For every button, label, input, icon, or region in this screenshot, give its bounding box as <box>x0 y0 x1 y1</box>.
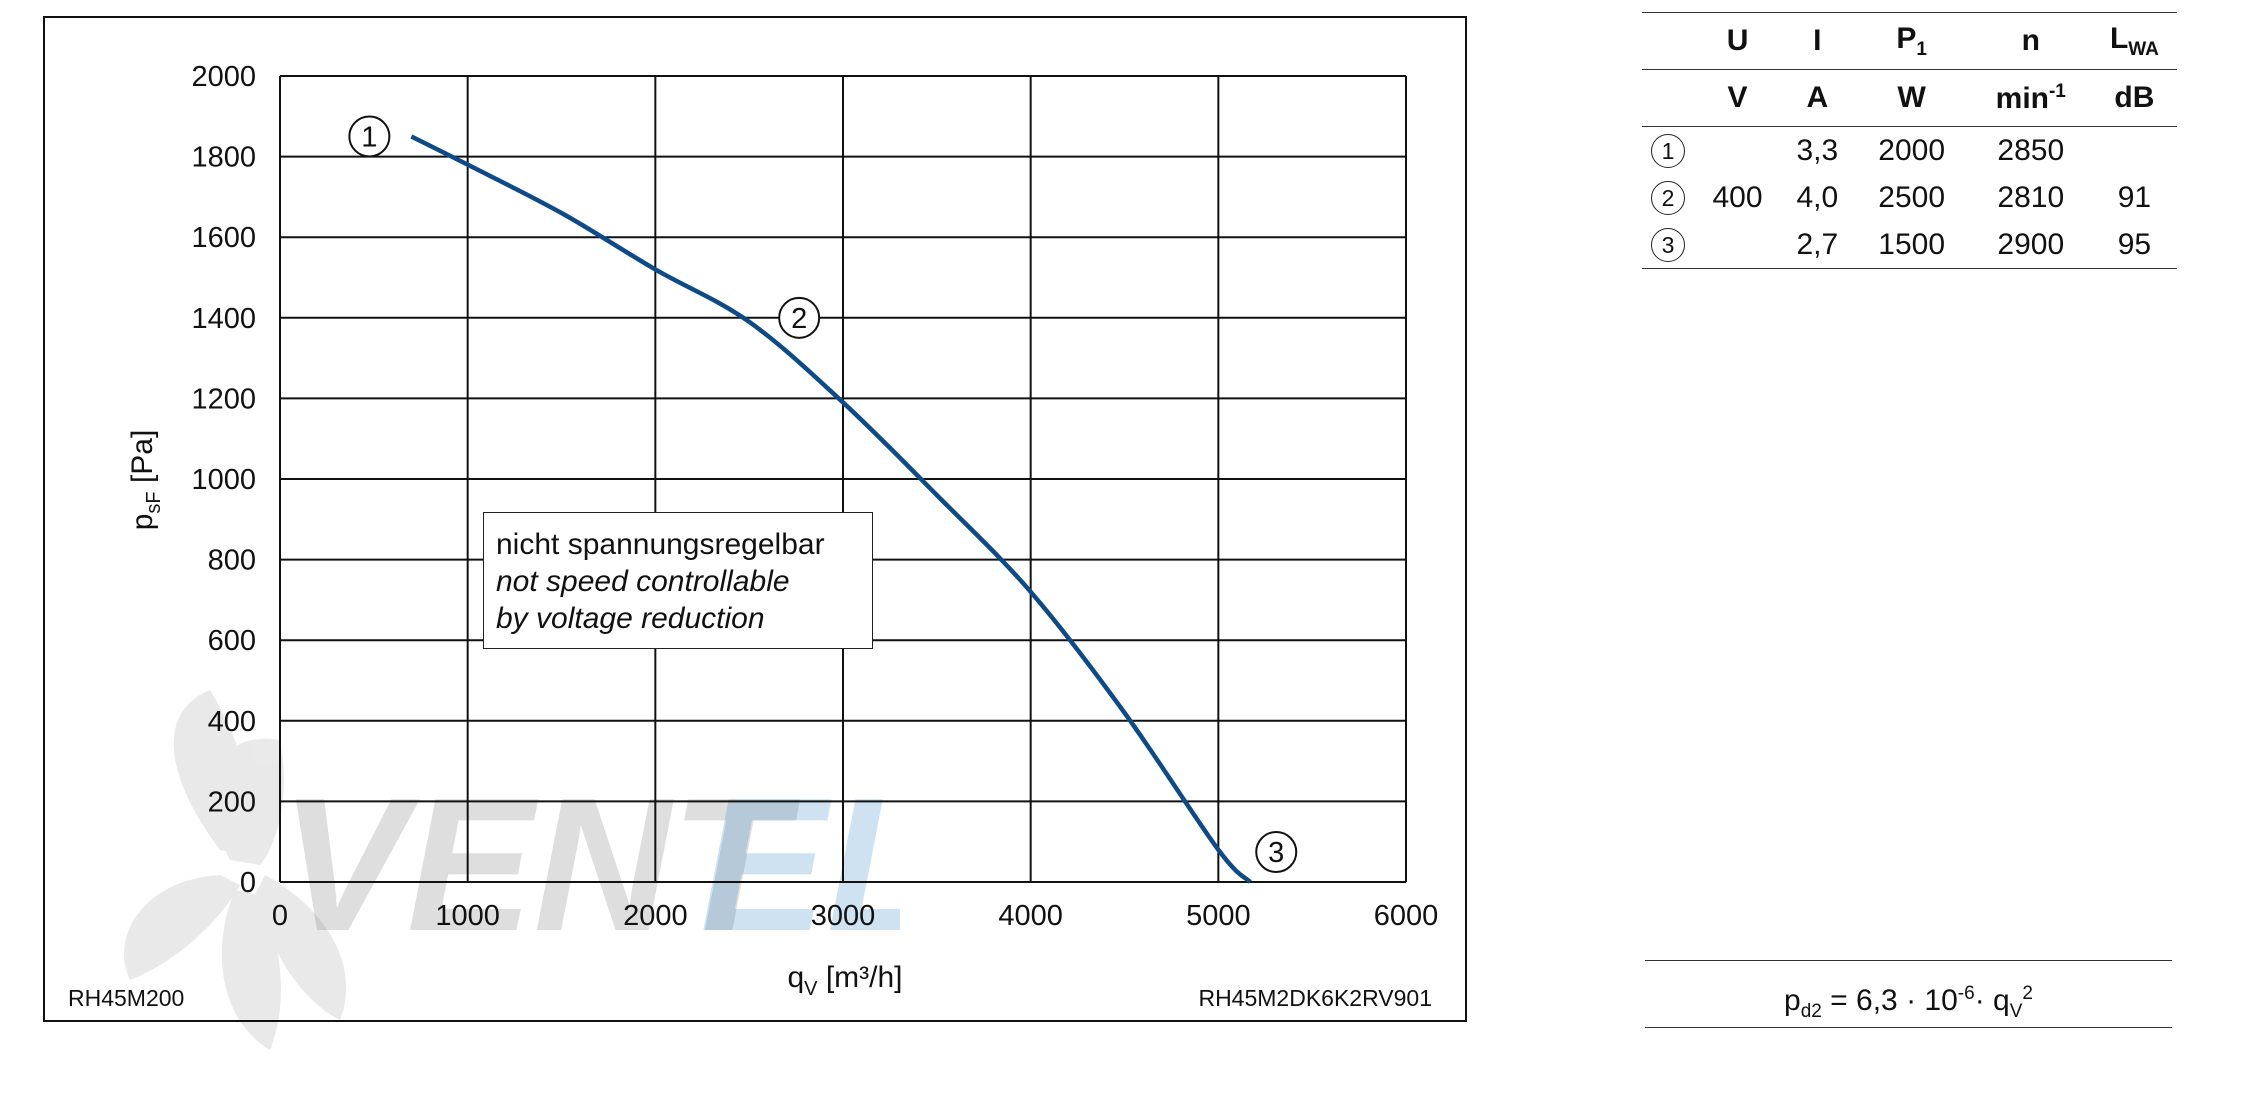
operating-point-marker: 2 <box>778 296 821 339</box>
footer-left-label: RH45M200 <box>68 985 184 1011</box>
header-u: U <box>1694 12 1782 70</box>
row-marker: 1 <box>1642 127 1694 175</box>
y-tick-label: 1000 <box>191 464 256 496</box>
cell-l: 95 <box>2091 221 2177 269</box>
marker-circle <box>778 296 821 339</box>
unit-u: V <box>1694 69 1782 127</box>
x-tick-label: 4000 <box>998 900 1063 932</box>
y-tick-label: 1200 <box>191 383 256 415</box>
cell-p: 2000 <box>1878 133 1946 167</box>
marker-label: 2 <box>791 303 807 335</box>
x-axis-title: qV [m³/h] <box>787 961 902 1000</box>
y-axis-title: psF [Pa] <box>126 430 165 531</box>
marker-label: 1 <box>361 121 377 153</box>
table-row: 1 3,3 2000 2850 <box>1642 127 2177 175</box>
cell-n: 2900 <box>1969 221 2092 269</box>
fan-curve-line <box>410 134 1252 884</box>
row-marker: 2 <box>1642 174 1694 221</box>
x-tick-label: 1000 <box>435 900 500 932</box>
unit-n: min-1 <box>1969 69 2092 127</box>
cell-n: 2850 <box>1997 133 2065 167</box>
x-tick-label: 0 <box>272 900 288 932</box>
table-row: 2 400 4,0 2500 2810 91 <box>1642 174 2177 221</box>
y-tick-label: 400 <box>208 706 256 738</box>
note-line-en-2: by voltage reduction <box>496 602 765 635</box>
y-tick-label: 200 <box>208 786 256 818</box>
cell-l <box>2092 127 2177 175</box>
marker-label: 3 <box>1268 837 1284 869</box>
header-n: n <box>1969 12 2092 70</box>
cell-p: 1500 <box>1853 221 1970 269</box>
unit-marker <box>1642 69 1694 127</box>
table-unit-row: V A W min-1 dB <box>1642 69 2177 127</box>
cell-n: 2810 <box>1997 180 2065 214</box>
operating-points: 1 2 3 <box>348 115 1298 873</box>
grid <box>279 75 1407 883</box>
table-header-row: U I P1 n LWA <box>1642 12 2177 70</box>
row-marker: 3 <box>1642 221 1694 269</box>
cell-u <box>1694 221 1782 269</box>
series <box>410 134 1252 884</box>
y-tick-label: 2000 <box>191 61 256 93</box>
cell-l: 91 <box>2117 180 2152 214</box>
cell-i: 4,0 <box>1796 180 1839 214</box>
y-tick-label: 0 <box>240 867 256 899</box>
header-l: LWA <box>2091 12 2177 70</box>
note-line-en-1: not speed controllable <box>496 565 790 598</box>
y-tick-label: 600 <box>208 625 256 657</box>
cell-p: 2500 <box>1878 180 1946 214</box>
unit-p: W <box>1853 69 1970 127</box>
unit-l: dB <box>2091 69 2177 127</box>
x-tick-label: 6000 <box>1374 900 1439 932</box>
table-row: 3 2,7 1500 2900 95 <box>1642 221 2177 269</box>
x-tick-label: 2000 <box>623 900 688 932</box>
y-tick-label: 1400 <box>191 303 256 335</box>
tick-labels: 0 1000 2000 3000 4000 5000 6000 0 200 400 600 800 10… <box>191 61 1438 932</box>
cell-u <box>1694 127 1781 175</box>
header-i: I <box>1781 12 1854 70</box>
note-box: nicht spannungsregelbar not speed contro… <box>483 512 873 649</box>
unit-i: A <box>1781 69 1854 127</box>
header-p: P1 <box>1853 12 1970 70</box>
x-tick-label: 5000 <box>1186 900 1251 932</box>
y-tick-label: 1800 <box>191 142 256 174</box>
header-marker <box>1642 12 1694 70</box>
marker-circle <box>1255 831 1298 873</box>
y-tick-label: 800 <box>208 545 256 577</box>
operating-point-marker: 1 <box>348 115 391 158</box>
note-line-de: nicht spannungsregelbar <box>496 528 825 561</box>
marker-circle <box>348 115 391 158</box>
y-tick-label: 1600 <box>191 222 256 254</box>
cell-u: 400 <box>1712 180 1763 214</box>
dynamic-pressure-formula: pd2 = 6,3 · 10-6· qV2 <box>1645 960 2172 1028</box>
operating-point-marker: 3 <box>1255 831 1298 873</box>
footer-right-label: RH45M2DK6K2RV901 <box>1198 985 1432 1011</box>
chart-frame <box>43 16 1467 1022</box>
cell-i: 2,7 <box>1781 221 1854 269</box>
x-tick-label: 3000 <box>811 900 876 932</box>
spec-table: U I P1 n LWA V A W min-1 dB 1 3,3 2000 2… <box>1642 12 2177 269</box>
cell-i: 3,3 <box>1796 133 1839 167</box>
